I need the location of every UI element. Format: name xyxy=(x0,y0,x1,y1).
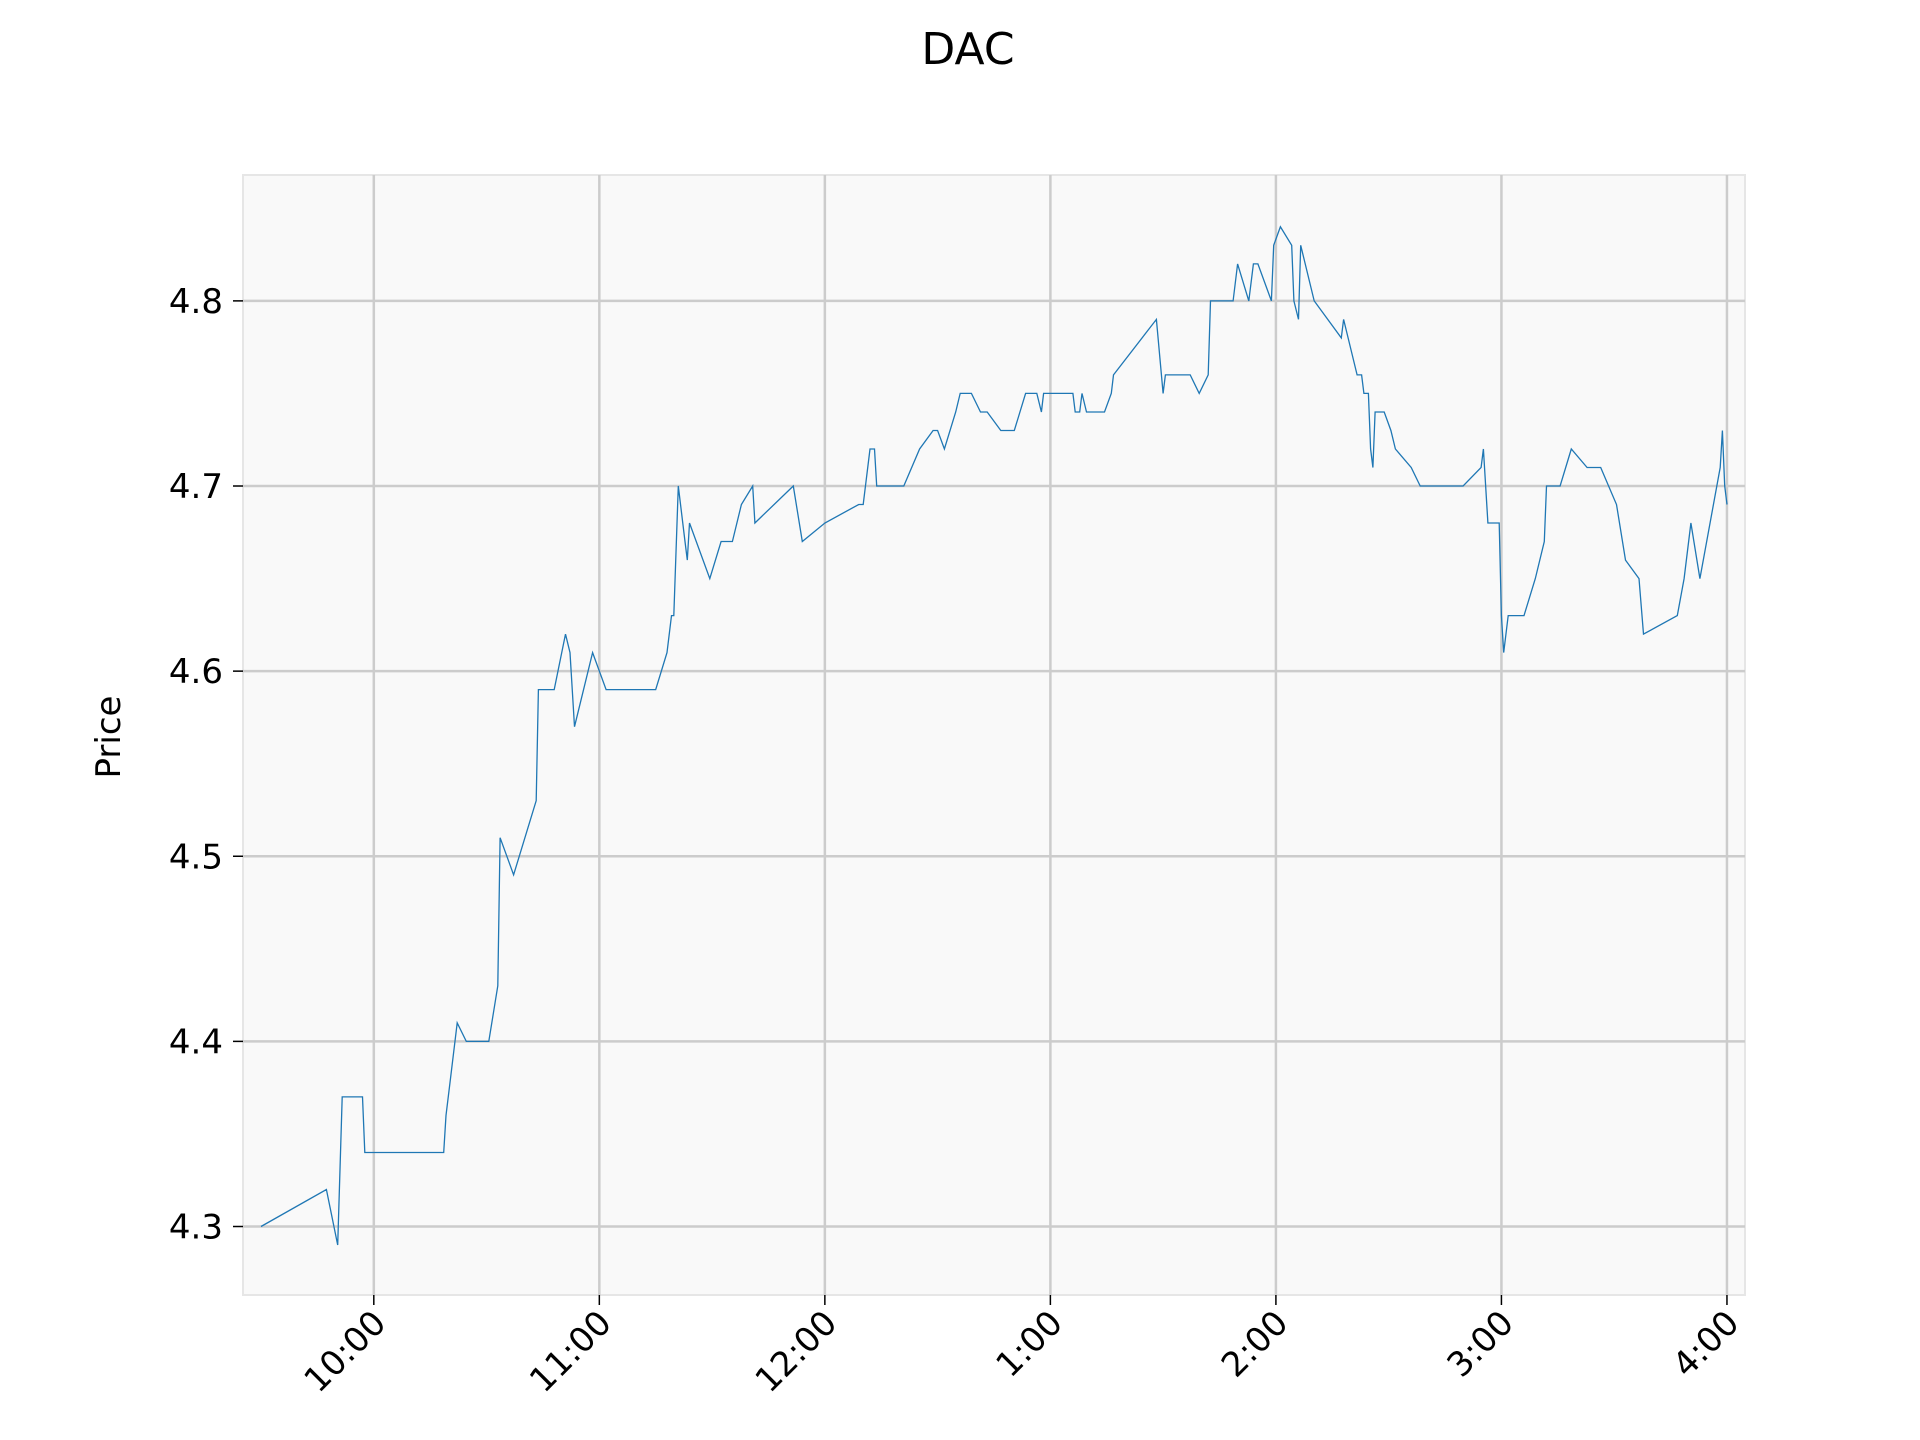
plot-area: 4.3 4.4 4.5 4.6 4.7 4.8 10:00 11:00 12:00 1:00 2:0… xyxy=(169,175,1747,1401)
y-tick-label: 4.4 xyxy=(169,1022,223,1062)
y-tick-label: 4.3 xyxy=(169,1208,223,1248)
x-tick-label: 10:00 xyxy=(297,1303,395,1401)
y-axis-label: Price xyxy=(89,696,129,779)
plot-background xyxy=(243,175,1745,1295)
chart-title: DAC xyxy=(921,24,1014,75)
y-tick-label: 4.5 xyxy=(169,837,223,877)
y-tick-label: 4.7 xyxy=(169,467,223,507)
x-tick-label: 12:00 xyxy=(748,1303,846,1401)
x-tick-label: 11:00 xyxy=(522,1303,620,1401)
x-tick-label: 2:00 xyxy=(1214,1303,1296,1385)
x-tick-label: 4:00 xyxy=(1665,1303,1747,1385)
x-tick-label: 3:00 xyxy=(1440,1303,1522,1385)
y-tick-label: 4.8 xyxy=(169,282,223,322)
y-tick-label: 4.6 xyxy=(169,652,223,692)
x-tick-label: 1:00 xyxy=(988,1303,1070,1385)
